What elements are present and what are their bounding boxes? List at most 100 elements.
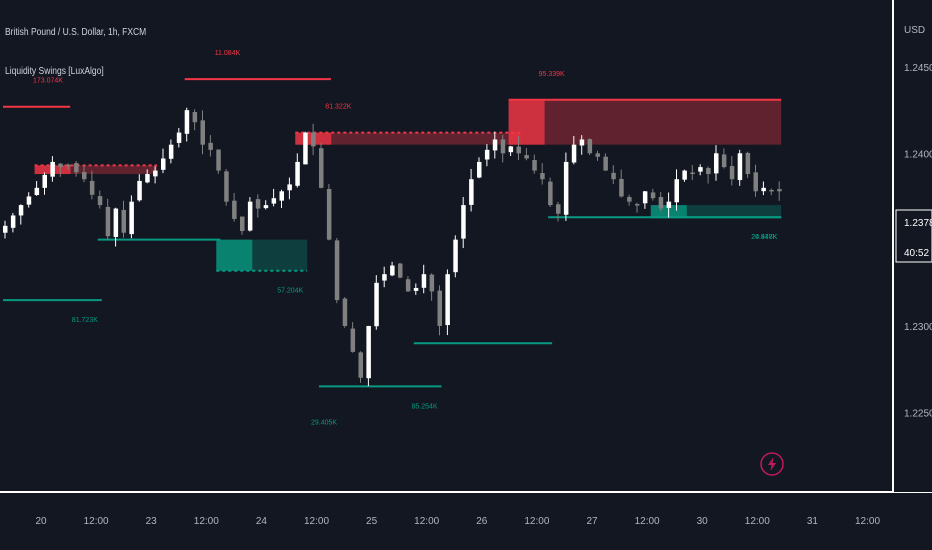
candle — [761, 187, 766, 192]
volume-label: 29.405K — [311, 419, 337, 426]
time-tick-label: 12:00 — [194, 516, 219, 527]
time-tick-label: 31 — [807, 516, 819, 527]
candle — [777, 189, 782, 192]
volume-label: 24.948K — [751, 234, 777, 241]
candle — [666, 201, 672, 208]
candle — [184, 110, 190, 134]
candle — [82, 172, 87, 180]
candle — [627, 196, 632, 202]
candle — [287, 184, 292, 191]
candle — [484, 149, 490, 160]
volume-label: 81.322K — [325, 104, 351, 111]
candle — [714, 153, 719, 174]
volume-labels: 173.074K 11.084K 81.322K 95.339K 81.723K 57.2… — [33, 50, 778, 426]
candle — [216, 149, 221, 171]
swing-high-zone — [508, 99, 782, 145]
candle — [721, 154, 727, 168]
candle — [469, 179, 474, 205]
volume-label: 20.477K — [751, 234, 777, 241]
swing-low-zone-core — [216, 239, 253, 271]
candle — [3, 225, 8, 233]
candle — [382, 274, 387, 281]
time-tick-label: 23 — [146, 516, 158, 527]
candle — [34, 187, 40, 196]
candle — [524, 155, 529, 159]
candle — [500, 139, 506, 154]
price-tick-label: 1.23000 — [904, 322, 932, 333]
candle — [247, 201, 253, 231]
candle — [200, 120, 205, 145]
candle — [745, 152, 751, 175]
candle — [26, 196, 32, 205]
candle — [579, 139, 585, 146]
price-tick-label: 1.24000 — [904, 149, 932, 160]
liquidity-zones — [34, 99, 782, 271]
candle — [50, 161, 55, 177]
time-tick-label: 12:00 — [745, 516, 770, 527]
candle — [603, 156, 608, 171]
time-tick-label: 12:00 — [524, 516, 549, 527]
candle — [437, 290, 442, 326]
candle — [556, 204, 561, 214]
candle — [350, 328, 356, 352]
time-axis-ticks: 20 12:00 23 12:00 24 12:00 25 12:00 26 12:00 27 12:… — [35, 516, 880, 527]
volume-label: 173.074K — [33, 78, 63, 85]
candle — [635, 204, 640, 206]
candle — [176, 132, 182, 143]
candle — [89, 180, 95, 195]
candle — [42, 174, 47, 188]
time-tick-label: 12:00 — [304, 516, 329, 527]
time-tick-label: 30 — [697, 516, 709, 527]
candle — [326, 188, 332, 240]
indicator-label[interactable]: Liquidity Swings [LuxAlgo] — [5, 66, 104, 77]
candle — [619, 178, 624, 197]
candle — [129, 201, 134, 235]
candle — [153, 170, 158, 177]
candle — [224, 171, 229, 202]
candle — [74, 163, 79, 173]
candle — [413, 287, 419, 291]
candle — [10, 215, 16, 228]
volume-label: 95.339K — [539, 71, 565, 78]
time-axis-panel[interactable] — [0, 493, 932, 550]
candle — [66, 164, 71, 167]
volume-label: 85.254K — [412, 403, 438, 410]
candle — [279, 191, 284, 201]
candle — [319, 148, 324, 188]
candle — [595, 153, 600, 157]
candle — [571, 144, 577, 163]
chart-title: British Pound / U.S. Dollar, 1h, FXCM — [5, 27, 147, 38]
candle — [508, 146, 514, 153]
candle — [97, 196, 103, 206]
candle — [192, 112, 198, 123]
candle — [706, 168, 711, 175]
candle — [105, 206, 111, 237]
volume-label: 11.084K — [215, 50, 241, 57]
candle — [532, 160, 537, 171]
candle — [698, 167, 703, 172]
candle — [477, 161, 482, 178]
candle — [390, 265, 395, 276]
time-tick-label: 20 — [35, 516, 47, 527]
lightning-icon[interactable] — [760, 452, 784, 476]
candle — [737, 153, 743, 181]
time-tick-label: 12:00 — [414, 516, 439, 527]
last-price-label: 1.23781 — [904, 218, 932, 229]
candle — [18, 205, 24, 216]
candle — [113, 208, 119, 237]
candle — [429, 274, 435, 292]
candle — [421, 274, 427, 288]
candle — [769, 189, 774, 192]
time-tick-label: 12:00 — [84, 516, 109, 527]
candle — [208, 142, 213, 150]
candle — [658, 196, 664, 209]
candle — [611, 172, 616, 180]
candle — [303, 132, 308, 165]
candle — [161, 158, 166, 170]
candle — [540, 173, 545, 180]
candle — [398, 263, 403, 278]
candle — [682, 170, 687, 180]
candle — [453, 239, 458, 273]
volume-label: 57.204K — [277, 288, 303, 295]
